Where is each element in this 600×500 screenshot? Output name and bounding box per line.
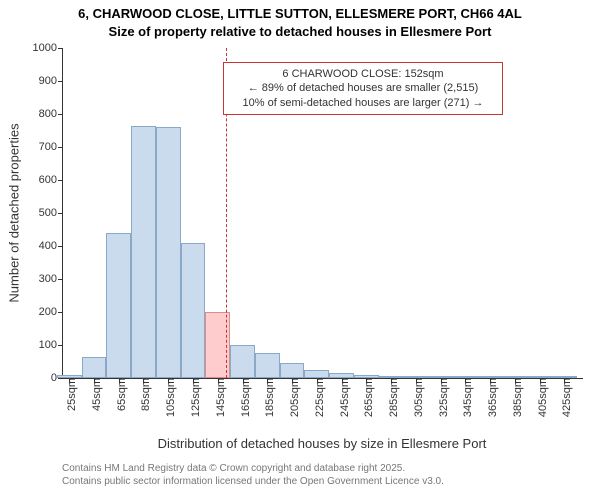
x-tick-label: 305sqm: [407, 378, 425, 417]
x-tick-label: 365sqm: [481, 378, 499, 417]
histogram-bar: [527, 376, 552, 378]
histogram-bar: [304, 370, 329, 378]
histogram-bar: [156, 127, 181, 378]
y-tick-label: 900: [39, 75, 63, 87]
plot-area: 0100200300400500600700800900100025sqm45s…: [62, 48, 583, 379]
footer-line1: Contains HM Land Registry data © Crown c…: [62, 462, 444, 475]
x-tick-label: 205sqm: [283, 378, 301, 417]
histogram-bar: [379, 376, 404, 378]
y-tick-label: 400: [39, 240, 63, 252]
x-tick-label: 45sqm: [85, 378, 103, 411]
y-tick-label: 700: [39, 141, 63, 153]
x-tick-label: 405sqm: [531, 378, 549, 417]
histogram-bar: [280, 363, 305, 378]
histogram-bar: [131, 126, 156, 378]
x-tick-label: 385sqm: [506, 378, 524, 417]
histogram-figure: 6, CHARWOOD CLOSE, LITTLE SUTTON, ELLESM…: [0, 0, 600, 500]
y-tick-label: 1000: [33, 42, 63, 54]
footer-line2: Contains public sector information licen…: [62, 475, 444, 488]
histogram-bar: [57, 375, 82, 378]
annotation-line: 6 CHARWOOD CLOSE: 152sqm: [232, 67, 494, 81]
y-tick-label: 800: [39, 108, 63, 120]
histogram-bar: [255, 353, 280, 378]
x-tick-label: 325sqm: [432, 378, 450, 417]
x-tick-label: 165sqm: [234, 378, 252, 417]
annotation-line: ← 89% of detached houses are smaller (2,…: [232, 81, 494, 95]
histogram-bar: [453, 376, 478, 378]
annotation-box: 6 CHARWOOD CLOSE: 152sqm← 89% of detache…: [223, 62, 503, 115]
y-tick-label: 300: [39, 273, 63, 285]
attribution-footer: Contains HM Land Registry data © Crown c…: [62, 462, 444, 488]
histogram-bar: [181, 243, 206, 378]
x-tick-label: 25sqm: [60, 378, 78, 411]
histogram-bar: [478, 376, 503, 378]
x-tick-label: 185sqm: [258, 378, 276, 417]
x-tick-label: 425sqm: [555, 378, 573, 417]
y-axis-title: Number of detached properties: [7, 123, 22, 302]
y-tick-label: 200: [39, 306, 63, 318]
histogram-bar: [428, 376, 453, 378]
histogram-bar: [82, 357, 107, 378]
x-tick-label: 65sqm: [110, 378, 128, 411]
y-tick-label: 100: [39, 339, 63, 351]
chart-title-line2: Size of property relative to detached ho…: [0, 24, 600, 40]
x-tick-label: 245sqm: [333, 378, 351, 417]
histogram-bar: [503, 376, 528, 378]
histogram-bar: [552, 376, 577, 378]
histogram-bar: [230, 345, 255, 378]
x-tick-label: 145sqm: [209, 378, 227, 417]
chart-title-line1: 6, CHARWOOD CLOSE, LITTLE SUTTON, ELLESM…: [0, 6, 600, 22]
x-tick-label: 285sqm: [382, 378, 400, 417]
x-tick-label: 85sqm: [134, 378, 152, 411]
x-axis-title: Distribution of detached houses by size …: [158, 436, 487, 451]
histogram-bar: [403, 376, 428, 378]
x-tick-label: 125sqm: [184, 378, 202, 417]
histogram-bar: [354, 375, 379, 378]
x-tick-label: 265sqm: [357, 378, 375, 417]
x-tick-label: 225sqm: [308, 378, 326, 417]
y-tick-label: 600: [39, 174, 63, 186]
histogram-bar: [106, 233, 131, 378]
annotation-line: 10% of semi-detached houses are larger (…: [232, 96, 494, 110]
x-tick-label: 345sqm: [456, 378, 474, 417]
histogram-bar: [329, 373, 354, 378]
y-tick-label: 500: [39, 207, 63, 219]
x-tick-label: 105sqm: [159, 378, 177, 417]
